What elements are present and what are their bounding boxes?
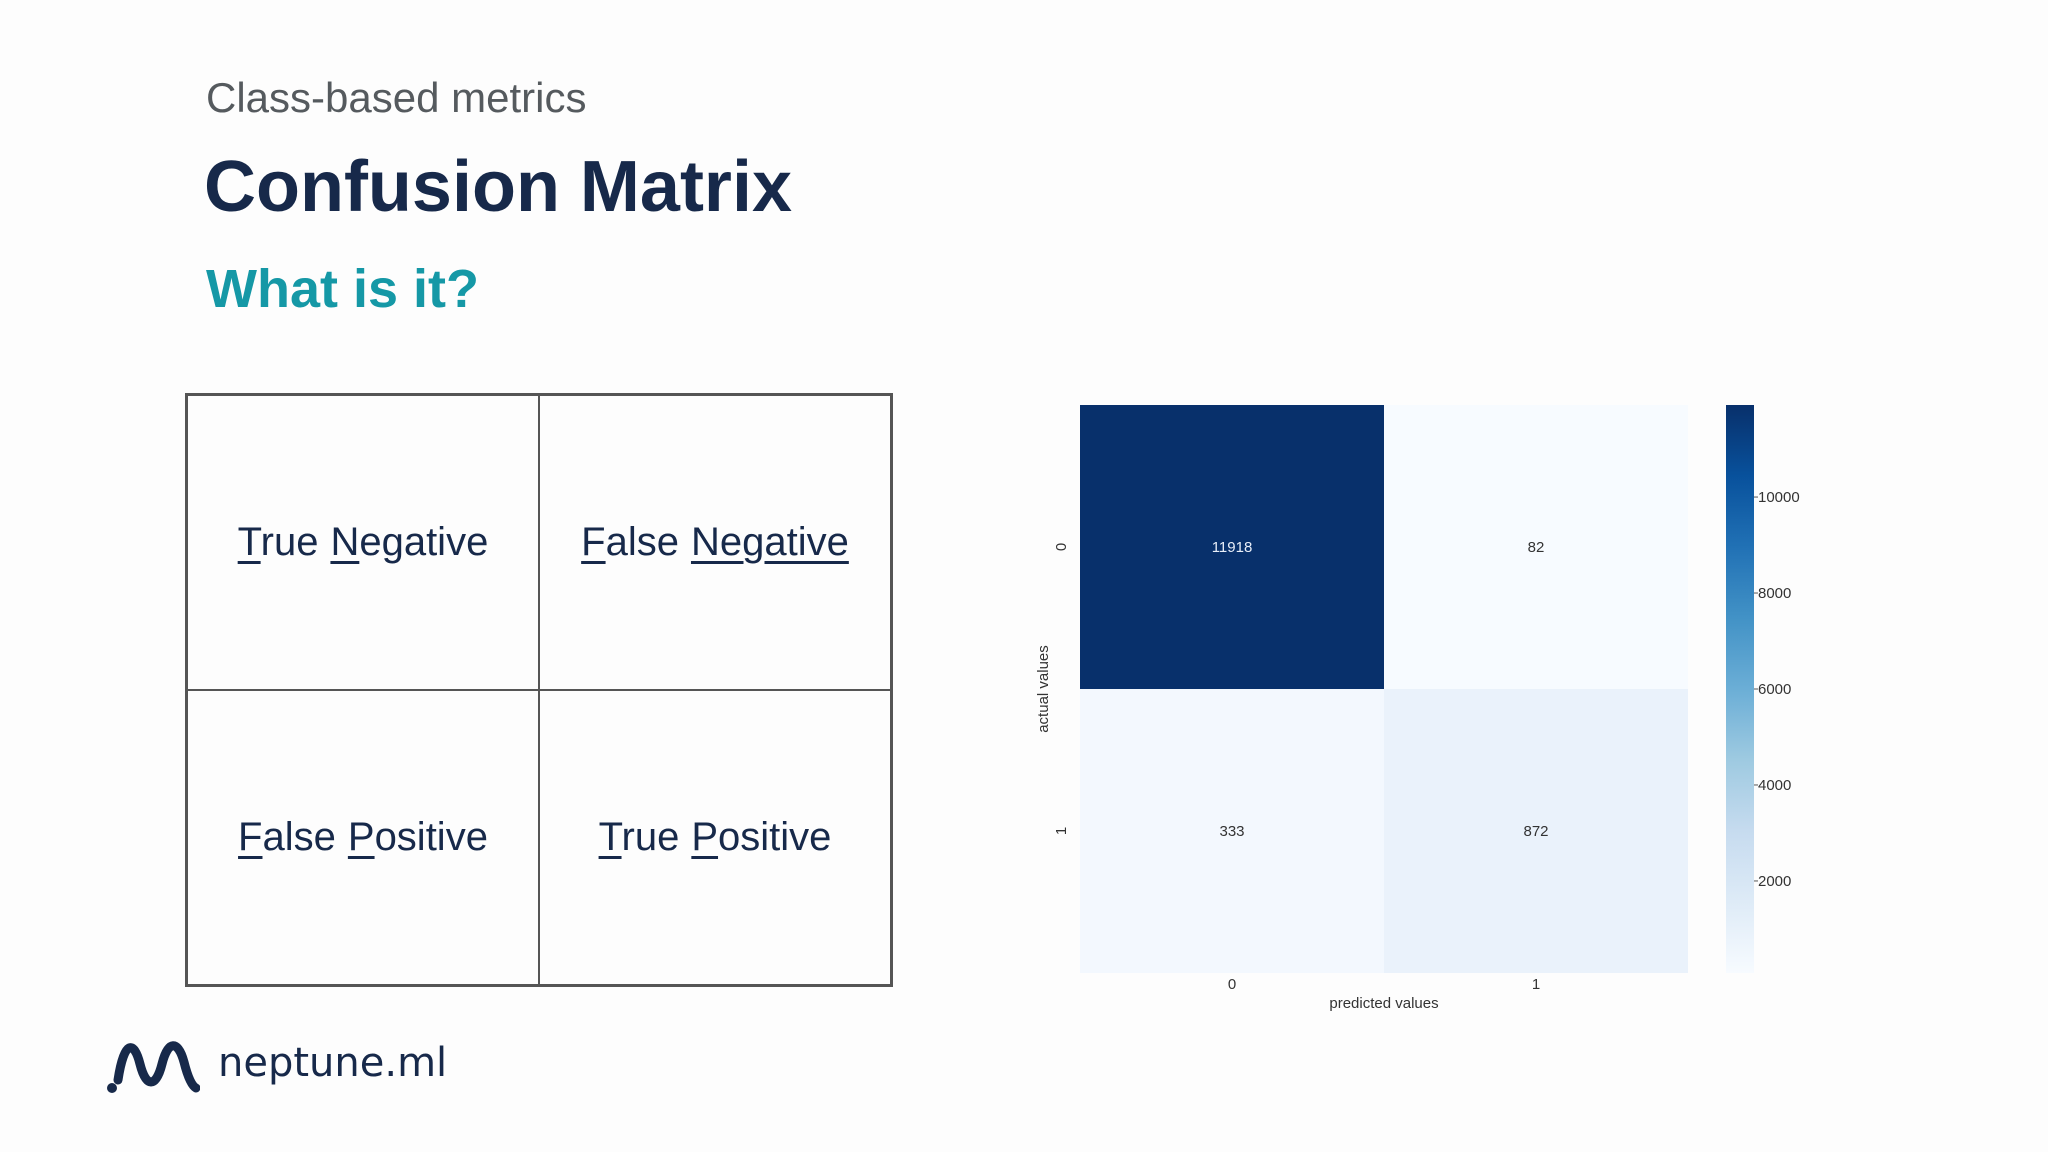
colorbar-tick-label: 10000 (1758, 489, 1800, 506)
word: False (581, 520, 679, 564)
colorbar-tick-label: 6000 (1758, 681, 1791, 698)
word: Negative (330, 520, 489, 564)
colorbar-tick-label: 2000 (1758, 873, 1791, 890)
x-tick-label: 1 (1532, 976, 1540, 993)
word: True (598, 815, 680, 859)
heatmap-cell-label: 872 (1523, 823, 1548, 840)
heatmap-cell (1384, 689, 1688, 973)
y-tick-label: 1 (1053, 827, 1070, 835)
cell-false-positive: False Positive (187, 690, 539, 985)
neptune-wave-icon (107, 1041, 200, 1093)
brand-name: neptune.ml (218, 1040, 448, 1086)
confusion-matrix-table: True Negative False Negative False Posit… (185, 393, 893, 987)
heatmap-cell (1080, 405, 1384, 689)
word: Positive (347, 815, 488, 859)
heatmap-cell-label: 11918 (1212, 539, 1253, 556)
colorbar (1726, 405, 1754, 973)
heatmap-cell (1384, 405, 1688, 689)
word: False (238, 815, 336, 859)
kicker: Class-based metrics (206, 74, 587, 121)
cell-true-positive: True Positive (539, 690, 891, 985)
confusion-matrix-heatmap: 11918 82 333 872 0 1 0 1 predicted values actual … (1035, 405, 1800, 1012)
heatmap-cell (1080, 689, 1384, 973)
word: Negative (690, 520, 849, 564)
y-axis-label: actual values (1035, 645, 1052, 733)
x-tick-label: 0 (1228, 976, 1236, 993)
word: Positive (691, 815, 832, 859)
cell-false-negative: False Negative (539, 395, 891, 690)
colorbar-tick-label: 4000 (1758, 777, 1791, 794)
cell-true-negative: True Negative (187, 395, 539, 690)
brand-logo: neptune.ml (104, 1030, 447, 1096)
page-title: Confusion Matrix (204, 147, 792, 227)
subtitle: What is it? (206, 259, 479, 319)
x-axis-label: predicted values (1329, 995, 1438, 1012)
y-tick-label: 0 (1053, 543, 1070, 551)
word: True (237, 520, 319, 564)
colorbar-tick-label: 8000 (1758, 585, 1791, 602)
heatmap-cell-label: 82 (1528, 539, 1545, 556)
heatmap-cell-label: 333 (1219, 823, 1244, 840)
